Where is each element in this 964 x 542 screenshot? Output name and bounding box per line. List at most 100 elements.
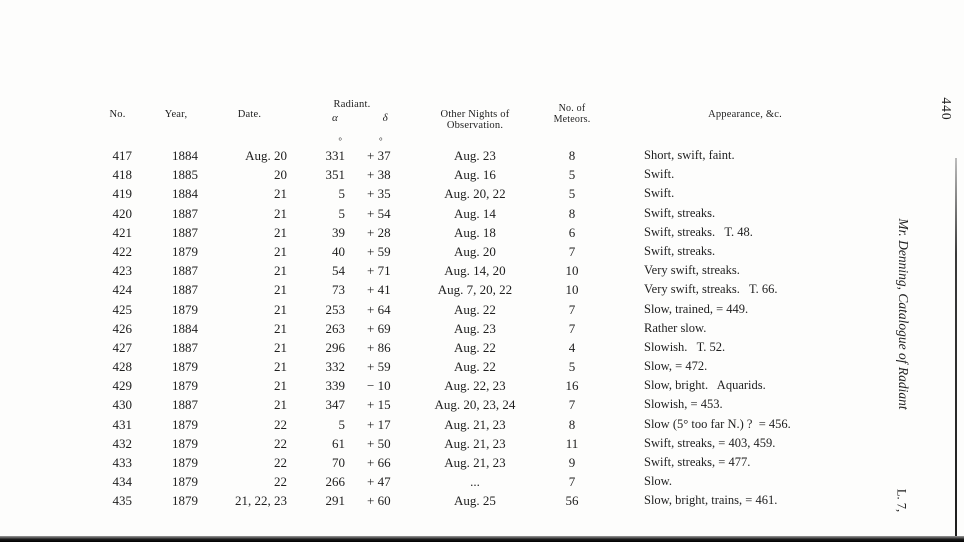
cell-alpha: 253 (325, 301, 346, 317)
cell-date: 21 (274, 378, 287, 394)
cell-delta: + 41 (367, 282, 391, 298)
cell-delta: + 59 (367, 243, 391, 259)
header-year: Year, (164, 109, 188, 120)
table-row: 429 1879 21 339 − 10 Aug. 22, 23 16 Slow, brigh… (90, 376, 884, 395)
table-row: 424 1887 21 73 + 41 Aug. 7, 20, 22 10 Very swif… (90, 280, 884, 299)
cell-meteors: 5 (568, 186, 576, 202)
cell-alpha: 5 (338, 186, 346, 202)
cell-meteors: 7 (568, 301, 576, 317)
cell-delta: + 38 (367, 167, 391, 183)
cell-appearance: Swift, streaks. T. 48. (644, 224, 753, 239)
cell-date: 21 (274, 359, 287, 375)
cell-nights: Aug. 20, 22 (444, 186, 506, 202)
cell-year: 1879 (172, 455, 198, 470)
cell-meteors: 5 (568, 167, 576, 183)
header-other-nights: Other Nights of Observation. (440, 109, 510, 131)
cell-date: 21 (274, 397, 287, 413)
cell-delta: + 47 (367, 474, 391, 490)
cell-no: 417 (112, 148, 133, 163)
cell-delta: + 37 ° (367, 136, 391, 164)
cell-year: 1887 (172, 339, 198, 355)
table-row: 430 1887 21 347 + 15 Aug. 20, 23, 24 7 Slowish,… (90, 395, 884, 414)
cell-delta: + 86 (367, 339, 391, 355)
cell-year: 1879 (172, 378, 198, 394)
cell-appearance: Slowish, = 453. (644, 397, 723, 412)
cell-delta: + 59 (367, 359, 391, 375)
cell-year: 1879 (172, 243, 198, 259)
cell-year: 1879 (172, 416, 198, 432)
cell-meteors: 10 (565, 263, 579, 279)
page-number: 440 (939, 97, 954, 121)
cell-appearance: Slow, bright, trains, = 461. (644, 493, 778, 508)
header-no-of-meteors: No. of Meteors. (538, 98, 606, 142)
cell-delta: + 60 (367, 493, 391, 509)
cell-nights: Aug. 22, 23 (444, 378, 506, 394)
radiant-catalogue-table: No. Year, Date. Radiant. α δ Other Night… (90, 98, 884, 511)
cell-meteors: 8 (568, 148, 576, 163)
table-row: 425 1879 21 253 + 64 Aug. 22 7 Slow, trained, =… (90, 300, 884, 319)
cell-nights: Aug. 21, 23 (444, 455, 506, 470)
cell-date: 21 (274, 263, 287, 279)
cell-nights: Aug. 23 (454, 148, 496, 163)
cell-year: 1885 (172, 167, 198, 183)
cell-date: 21 (274, 282, 287, 298)
table-row: 435 1879 21, 22, 23 291 + 60 Aug. 25 56 Slow, b… (90, 491, 884, 510)
cell-no: 425 (112, 301, 133, 317)
cell-nights: Aug. 16 (454, 167, 496, 183)
cell-appearance: Slowish. T. 52. (644, 339, 726, 354)
cell-appearance: Very swift, streaks. T. 66. (644, 282, 778, 297)
cell-nights: Aug. 14, 20 (444, 263, 506, 279)
cell-date: 21 (274, 243, 287, 259)
cell-alpha: 5 (338, 205, 346, 221)
table-row: 420 1887 21 5 + 54 Aug. 14 8 Swift, streaks. (90, 204, 884, 223)
cell-delta: + 15 (367, 397, 391, 413)
header-radiant: Radiant. α δ (292, 98, 412, 142)
cell-alpha: 39 (332, 224, 345, 240)
table-row: 422 1879 21 40 + 59 Aug. 20 7 Swift, streaks. (90, 242, 884, 261)
cell-nights: Aug. 21, 23 (444, 435, 506, 451)
cell-no: 432 (112, 435, 133, 451)
cell-no: 434 (112, 474, 133, 490)
cell-year: 1887 (172, 263, 198, 279)
cell-year: 1887 (172, 205, 198, 221)
table-row: 418 1885 20 351 + 38 Aug. 16 5 Swift. (90, 165, 884, 184)
header-appearance: Appearance, &c. (708, 109, 782, 120)
table-row: 432 1879 22 61 + 50 Aug. 21, 23 11 Swift, strea… (90, 434, 884, 453)
cell-date: 22 (274, 435, 287, 451)
cell-no: 419 (112, 186, 133, 202)
cell-date: 22 (274, 474, 287, 490)
page-edge-rule (955, 158, 957, 542)
scan-bottom-edge (0, 536, 964, 542)
table-row: 419 1884 21 5 + 35 Aug. 20, 22 5 Swift. (90, 184, 884, 203)
table-row: 423 1887 21 54 + 71 Aug. 14, 20 10 Very swift, … (90, 261, 884, 280)
table-row: 428 1879 21 332 + 59 Aug. 22 5 Slow, = 472. (90, 357, 884, 376)
cell-appearance: Slow, trained, = 449. (644, 301, 749, 316)
cell-delta: + 66 (367, 455, 391, 470)
cell-no: 424 (112, 282, 133, 298)
cell-alpha: 73 (332, 282, 345, 298)
cell-delta: + 69 (367, 320, 391, 336)
table-body: 417 1884 Aug. 20 331 ° + 37 ° Aug. 23 8 Short, sw… (90, 136, 884, 511)
cell-appearance: Swift. (644, 186, 675, 201)
cell-alpha: 339 (325, 378, 346, 394)
cell-meteors: 7 (568, 397, 576, 413)
cell-meteors: 9 (568, 455, 576, 470)
table-row: 427 1887 21 296 + 86 Aug. 22 4 Slowish. T. 52. (90, 338, 884, 357)
cell-delta: + 71 (367, 263, 391, 279)
cell-meteors: 5 (568, 359, 576, 375)
table-row: 434 1879 22 266 + 47... 7 Slow. (90, 472, 884, 491)
cell-year: 1887 (172, 224, 198, 240)
header-radiant-label: Radiant. (333, 99, 371, 110)
cell-date: 21 (274, 186, 287, 202)
cell-date: 21 (274, 320, 287, 336)
cell-alpha: 266 (325, 474, 346, 490)
cell-appearance: Swift, streaks. (644, 243, 716, 258)
cell-meteors: 11 (565, 435, 579, 451)
cell-delta: + 54 (367, 205, 391, 221)
cell-date: 21 (274, 224, 287, 240)
cell-delta: − 10 (367, 378, 391, 394)
cell-appearance: Rather slow. (644, 320, 707, 335)
cell-year: 1879 (172, 493, 198, 509)
cell-meteors: 7 (568, 474, 576, 490)
table-row: 417 1884 Aug. 20 331 ° + 37 ° Aug. 23 8 Short, sw… (90, 136, 884, 165)
